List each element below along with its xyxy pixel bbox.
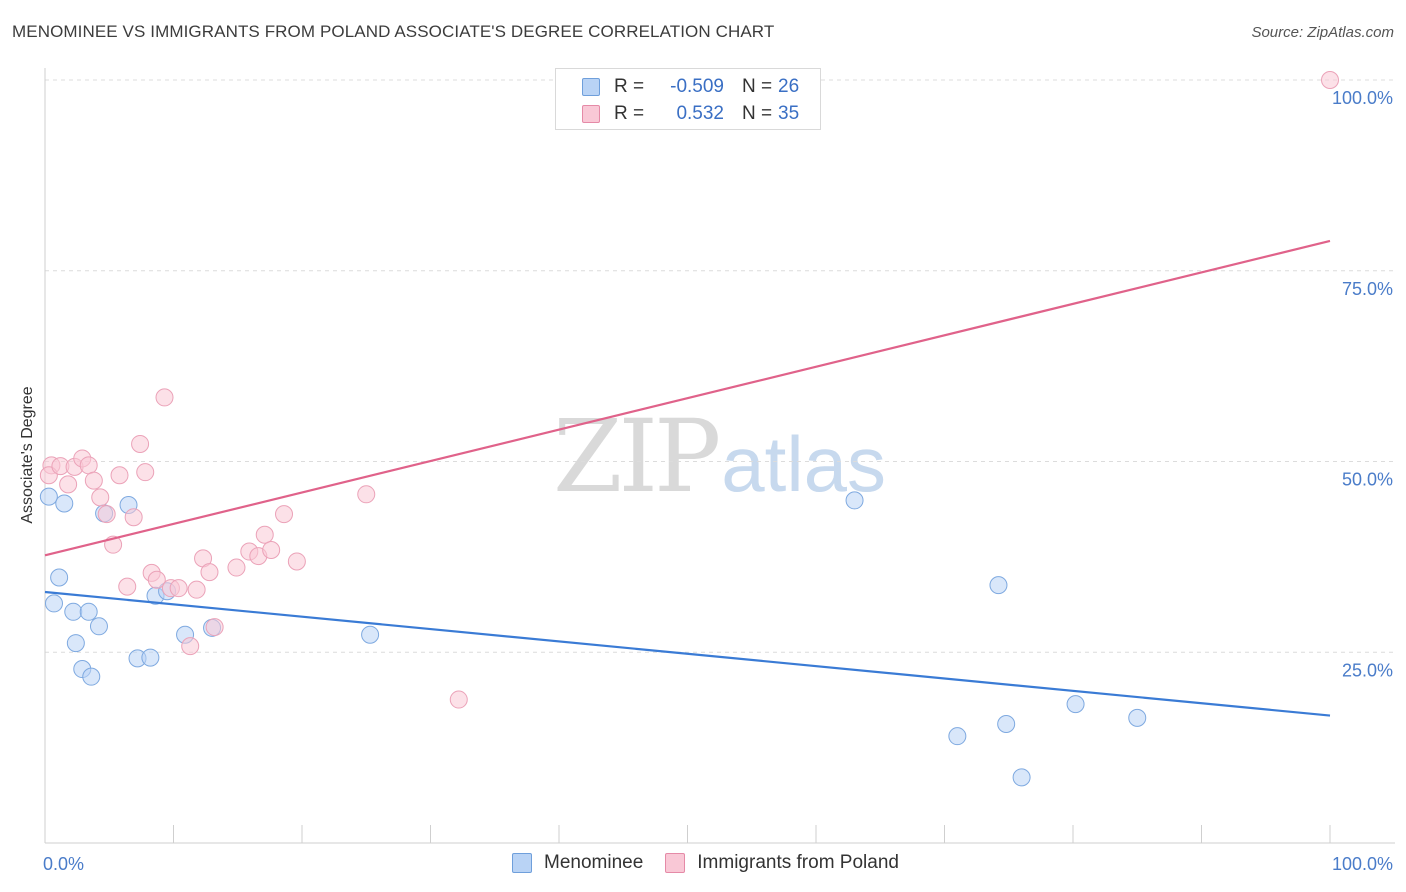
x-tick-label: 100.0% (1332, 854, 1393, 874)
menominee-point (1128, 708, 1147, 727)
legend-swatch-poland (582, 105, 600, 123)
source-credit: Source: ZipAtlas.com (1251, 24, 1394, 41)
legend-n-label: N = (742, 76, 773, 97)
poland-point (169, 579, 188, 598)
menominee-point (989, 576, 1008, 595)
series-legend-label: Immigrants from Poland (697, 852, 899, 873)
poland-point (118, 577, 137, 596)
legend-n-label: N = (742, 103, 773, 124)
y-tick-label: 100.0% (1332, 88, 1393, 108)
poland-point (110, 466, 129, 485)
legend-r-label: R = (614, 103, 645, 124)
menominee-point (89, 617, 108, 636)
legend-n-value: 35 (778, 103, 800, 124)
menominee-point (1066, 695, 1085, 714)
legend-r-label: R = (614, 76, 645, 97)
legend-r-value: 0.532 (676, 103, 724, 124)
menominee-point (79, 602, 98, 621)
poland-point (227, 558, 246, 577)
poland-point (275, 505, 294, 524)
poland-point (357, 485, 376, 504)
legend-row-poland: R = 0.532 N = 35 (582, 102, 799, 126)
poland-point (136, 463, 155, 482)
poland-point (155, 388, 174, 407)
y-tick-label: 50.0% (1342, 470, 1393, 490)
poland-point (131, 434, 150, 453)
poland-point (59, 475, 78, 494)
series-legend: Menominee Immigrants from Poland (512, 852, 921, 874)
menominee-point (64, 602, 83, 621)
poland-point (187, 580, 206, 599)
menominee-point (55, 494, 74, 513)
poland-point (262, 541, 281, 560)
poland-point (124, 508, 143, 527)
poland-point (97, 505, 116, 524)
menominee-point (66, 634, 85, 653)
legend-swatch-menominee (582, 78, 600, 96)
series-swatch-poland (665, 853, 686, 873)
poland-point (287, 552, 306, 571)
poland-point (79, 456, 98, 475)
menominee-point (997, 714, 1016, 733)
y-tick-label: 75.0% (1342, 279, 1393, 299)
menominee-point (39, 487, 58, 506)
legend-n-value: 26 (778, 76, 800, 97)
poland-point (449, 690, 468, 709)
legend-r-value: -0.509 (670, 76, 724, 97)
poland-point (181, 637, 200, 656)
poland-point (91, 488, 110, 507)
legend-row-menominee: R = -0.509 N = 26 (582, 75, 799, 99)
series-legend-menominee[interactable]: Menominee (512, 852, 643, 874)
series-legend-label: Menominee (544, 852, 644, 873)
poland-point (84, 471, 103, 490)
poland-point (255, 525, 274, 544)
poland-point (200, 563, 219, 582)
poland-trend-line (44, 239, 1331, 557)
chart-title: MENOMINEE VS IMMIGRANTS FROM POLAND ASSO… (12, 22, 775, 41)
poland-point (147, 570, 166, 589)
menominee-point (948, 727, 967, 746)
menominee-point (361, 625, 380, 644)
poland-point (205, 618, 224, 637)
series-swatch-menominee (512, 853, 532, 873)
y-tick-label: 25.0% (1342, 660, 1393, 680)
menominee-point (82, 667, 101, 686)
menominee-point (1012, 768, 1031, 787)
poland-point (1321, 71, 1339, 89)
menominee-point (141, 648, 160, 667)
series-legend-poland[interactable]: Immigrants from Poland (665, 852, 899, 874)
menominee-point (44, 594, 63, 613)
menominee-point (50, 568, 69, 587)
menominee-trend-line (44, 590, 1331, 717)
correlation-legend: R = -0.509 N = 26 R = 0.532 N = 35 (555, 68, 821, 130)
menominee-point (845, 491, 864, 510)
x-tick-label: 0.0% (43, 854, 84, 874)
